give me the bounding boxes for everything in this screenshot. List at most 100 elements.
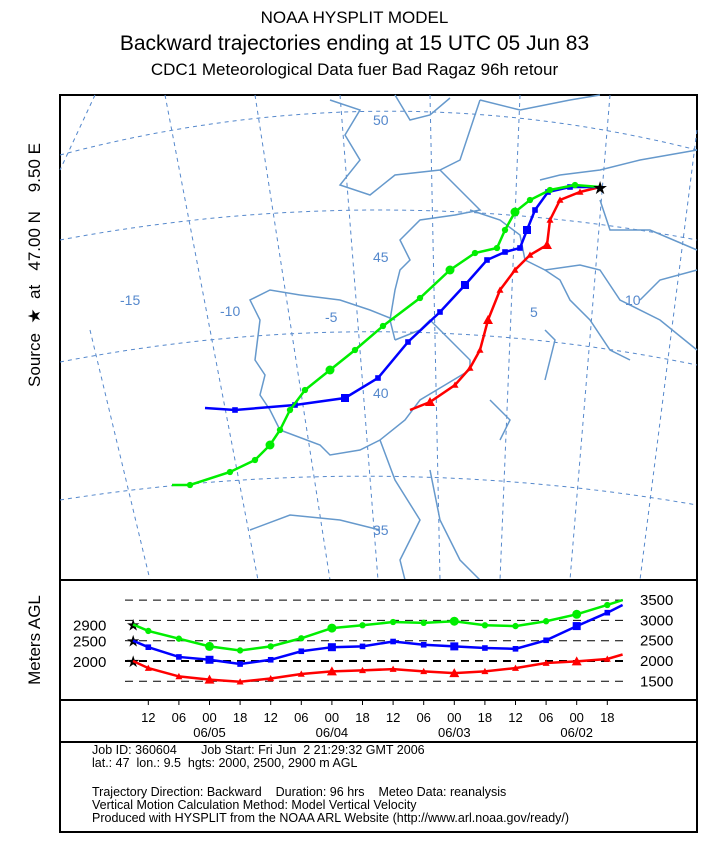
height-marker bbox=[543, 637, 549, 644]
map-trajectory-marker bbox=[496, 286, 504, 293]
height-marker bbox=[572, 609, 582, 619]
height-marker bbox=[327, 643, 336, 652]
height-marker bbox=[298, 648, 305, 655]
start-height-label: 2900 bbox=[73, 617, 106, 634]
map-trajectory-marker bbox=[437, 309, 443, 315]
height-marker bbox=[512, 646, 519, 652]
right-tick-label: 2000 bbox=[640, 653, 673, 670]
map-trajectory-marker bbox=[523, 226, 531, 234]
height-marker bbox=[298, 635, 305, 642]
date-label: 06/04 bbox=[316, 725, 349, 740]
height-series-square bbox=[132, 603, 624, 666]
height-marker bbox=[420, 641, 427, 648]
height-marker bbox=[267, 656, 274, 663]
start-star-icon: ★ bbox=[126, 654, 140, 671]
map-trajectory-marker bbox=[276, 426, 284, 434]
map-trajectory-triangle bbox=[409, 185, 601, 412]
right-tick-label: 3000 bbox=[640, 612, 673, 629]
map-trajectory-marker bbox=[546, 216, 554, 223]
height-marker bbox=[512, 622, 519, 630]
height-marker bbox=[481, 622, 489, 629]
source-star-icon: ★ bbox=[592, 178, 608, 198]
map-trajectory-marker bbox=[493, 244, 501, 252]
graticule bbox=[59, 94, 698, 581]
map-trajectory-marker bbox=[501, 226, 509, 234]
x-tick-label: 18 bbox=[355, 710, 369, 725]
lon-label: 5 bbox=[530, 304, 538, 320]
height-marker bbox=[237, 661, 243, 667]
vertical-motion-info: Vertical Motion Calculation Method: Mode… bbox=[92, 798, 417, 812]
map-trajectory-marker bbox=[532, 207, 538, 213]
date-label: 06/02 bbox=[560, 725, 593, 740]
height-marker bbox=[449, 668, 460, 678]
height-marker bbox=[176, 654, 182, 660]
map-trajectory-marker bbox=[471, 249, 479, 257]
height-marker bbox=[175, 672, 183, 680]
height-series-triangle bbox=[132, 653, 623, 683]
height-marker bbox=[359, 666, 366, 674]
height-marker bbox=[236, 678, 244, 685]
info-panel bbox=[59, 741, 698, 833]
height-marker bbox=[542, 659, 550, 666]
map-trajectory-marker bbox=[484, 257, 490, 263]
coastlines bbox=[248, 94, 698, 581]
map-trajectory-marker bbox=[526, 251, 534, 258]
map-panel: 50 45 40 35 -15 -10 -5 5 10 ★ bbox=[59, 94, 698, 581]
map-trajectory-marker bbox=[511, 266, 519, 273]
map-trajectory-marker bbox=[451, 381, 459, 388]
map-trajectory-marker bbox=[542, 240, 552, 249]
map-trajectory-marker bbox=[510, 207, 520, 217]
height-panel bbox=[59, 579, 698, 701]
lat-label: 40 bbox=[373, 385, 389, 401]
map-trajectory-square bbox=[204, 185, 600, 412]
map-trajectory-marker bbox=[265, 440, 275, 450]
start-star-icon: ★ bbox=[126, 634, 140, 651]
x-tick-label: 00 bbox=[202, 710, 216, 725]
map-trajectory-marker bbox=[526, 196, 534, 204]
lon-label: -5 bbox=[325, 309, 338, 325]
height-marker bbox=[359, 622, 366, 629]
height-marker bbox=[389, 665, 397, 672]
x-tick-label: 12 bbox=[386, 710, 400, 725]
height-marker bbox=[267, 643, 274, 650]
x-tick-label: 00 bbox=[569, 710, 583, 725]
x-tick-label: 18 bbox=[600, 710, 614, 725]
height-marker bbox=[482, 645, 488, 651]
map-trajectory-marker bbox=[546, 186, 554, 194]
map-trajectory-marker bbox=[379, 322, 387, 330]
height-marker bbox=[326, 666, 337, 676]
lat-label: 50 bbox=[373, 112, 389, 128]
height-marker bbox=[175, 635, 183, 642]
height-marker bbox=[205, 641, 214, 651]
height-marker bbox=[389, 618, 397, 626]
height-marker bbox=[542, 618, 550, 625]
map-trajectory-marker bbox=[576, 188, 584, 195]
location-info: lat.: 47 lon.: 9.5 hgts: 2000, 2500, 290… bbox=[92, 756, 358, 770]
map-trajectory-marker bbox=[232, 407, 238, 413]
x-tick-label: 06 bbox=[172, 710, 186, 725]
map-trajectory-marker bbox=[286, 406, 294, 414]
height-marker bbox=[481, 667, 489, 675]
height-marker bbox=[267, 674, 275, 682]
job-info: Job ID: 360604 Job Start: Fri Jun 2 21:2… bbox=[92, 743, 425, 757]
start-height-label: 2000 bbox=[73, 654, 106, 671]
height-marker bbox=[571, 656, 582, 666]
map-trajectory-marker bbox=[461, 281, 469, 289]
model-title: NOAA HYSPLIT MODEL bbox=[260, 8, 449, 27]
trajectory-title: Backward trajectories ending at 15 UTC 0… bbox=[119, 32, 590, 55]
produced-by-info: Produced with HYSPLIT from the NOAA ARL … bbox=[92, 811, 570, 825]
map-trajectory-marker bbox=[466, 364, 474, 371]
height-marker bbox=[420, 667, 428, 675]
map-trajectory-marker bbox=[517, 245, 523, 251]
map-trajectory-marker bbox=[483, 315, 493, 324]
map-trajectory-marker bbox=[351, 346, 359, 354]
right-tick-label: 3500 bbox=[640, 592, 673, 609]
x-tick-label: 00 bbox=[325, 710, 339, 725]
x-tick-label: 06 bbox=[416, 710, 430, 725]
x-tick-label: 18 bbox=[233, 710, 247, 725]
height-marker bbox=[512, 664, 519, 671]
start-height-label: 2500 bbox=[73, 634, 106, 651]
map-trajectory-marker bbox=[325, 365, 335, 375]
map-trajectory-marker bbox=[476, 346, 484, 353]
